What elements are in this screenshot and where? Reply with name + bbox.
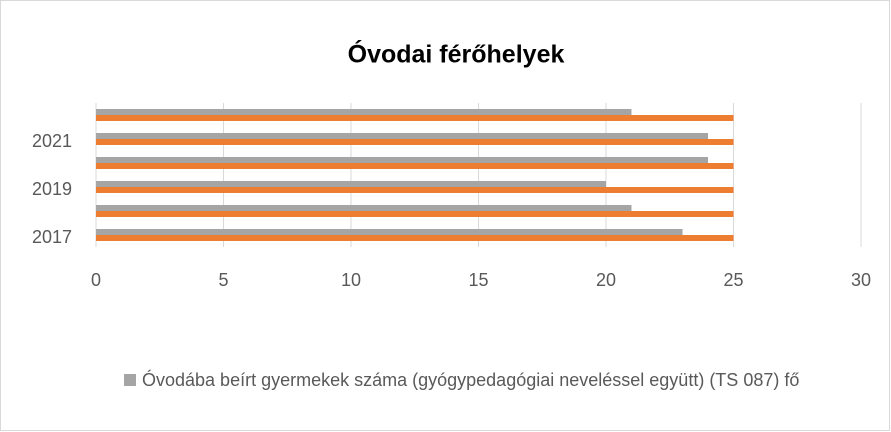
y-tick-label: 2021 <box>32 131 72 151</box>
bar <box>96 157 708 163</box>
bar <box>96 133 708 139</box>
y-tick-label: 2017 <box>32 227 72 247</box>
legend-swatch <box>124 374 136 386</box>
bar <box>96 187 734 193</box>
legend-label: Óvodába beírt gyermekek száma (gyógypeda… <box>142 370 800 390</box>
x-tick-label: 10 <box>341 270 361 290</box>
bar <box>96 109 632 115</box>
bar <box>96 205 632 211</box>
x-tick-label: 25 <box>723 270 743 290</box>
x-tick-label: 30 <box>851 270 871 290</box>
bar <box>96 181 606 187</box>
bar <box>96 211 734 217</box>
bar <box>96 163 734 169</box>
bar <box>96 115 734 121</box>
bar <box>96 229 683 235</box>
x-tick-label: 15 <box>468 270 488 290</box>
x-tick-label: 0 <box>91 270 101 290</box>
bar <box>96 139 734 145</box>
bar <box>96 235 734 241</box>
legend: Óvodába beírt gyermekek száma (gyógypeda… <box>124 366 844 394</box>
chart-title: Óvodai férőhelyek <box>348 39 565 69</box>
x-tick-label: 20 <box>596 270 616 290</box>
y-tick-label: 2019 <box>32 179 72 199</box>
legend-item: Óvodába beírt gyermekek száma (gyógypeda… <box>124 366 844 394</box>
x-tick-label: 5 <box>218 270 228 290</box>
